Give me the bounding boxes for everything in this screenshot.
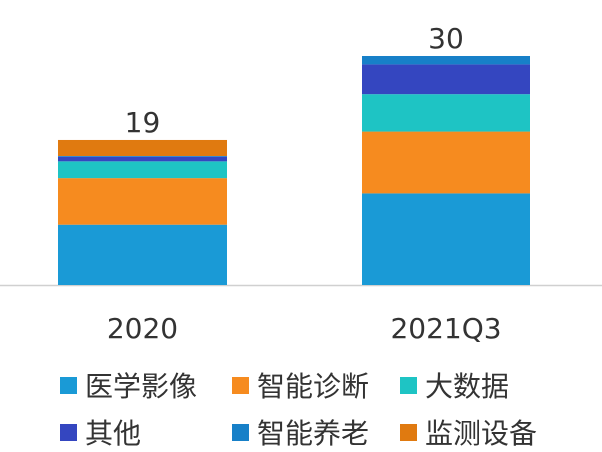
legend-label: 监测设备: [425, 417, 538, 450]
legend-item: 医学影像: [60, 365, 197, 405]
legend-item: 智能养老: [232, 412, 369, 452]
legend-item: 大数据: [400, 365, 509, 405]
legend-item: 监测设备: [400, 412, 537, 452]
bar-segment-2020-智能诊断: [58, 178, 227, 225]
bar-segment-2020-智能养老: [58, 155, 227, 157]
bar-segment-2020-监测设备: [58, 139, 227, 156]
legend-item: 其他: [60, 412, 141, 452]
legend-swatch: [232, 376, 249, 394]
legend-swatch: [400, 376, 417, 394]
legend-item: 智能诊断: [232, 365, 369, 405]
bar-segment-2021Q3-智能养老: [362, 56, 530, 65]
legend-swatch: [60, 423, 77, 441]
x-tick-label: 2020: [107, 312, 178, 345]
data-label-total: 19: [125, 106, 161, 139]
bar-segment-2020-其他: [58, 156, 227, 162]
bar-segment-2021Q3-医学影像: [362, 193, 530, 285]
legend-label: 医学影像: [85, 370, 198, 403]
legend-label: 大数据: [425, 370, 510, 403]
legend-swatch: [232, 423, 249, 441]
legend-swatch: [60, 376, 77, 394]
legend-label: 其他: [85, 417, 142, 450]
bar-segment-2021Q3-智能诊断: [362, 131, 530, 194]
legend-swatch: [400, 423, 417, 441]
data-label-total: 30: [428, 22, 464, 55]
bar-segment-2020-医学影像: [58, 224, 227, 285]
legend-label: 智能养老: [257, 417, 370, 450]
bar-segment-2021Q3-大数据: [362, 94, 530, 132]
bar-segment-2020-大数据: [58, 161, 227, 179]
bar-segment-2021Q3-其他: [362, 64, 530, 95]
legend-label: 智能诊断: [257, 370, 370, 403]
x-tick-label: 2021Q3: [390, 312, 501, 345]
